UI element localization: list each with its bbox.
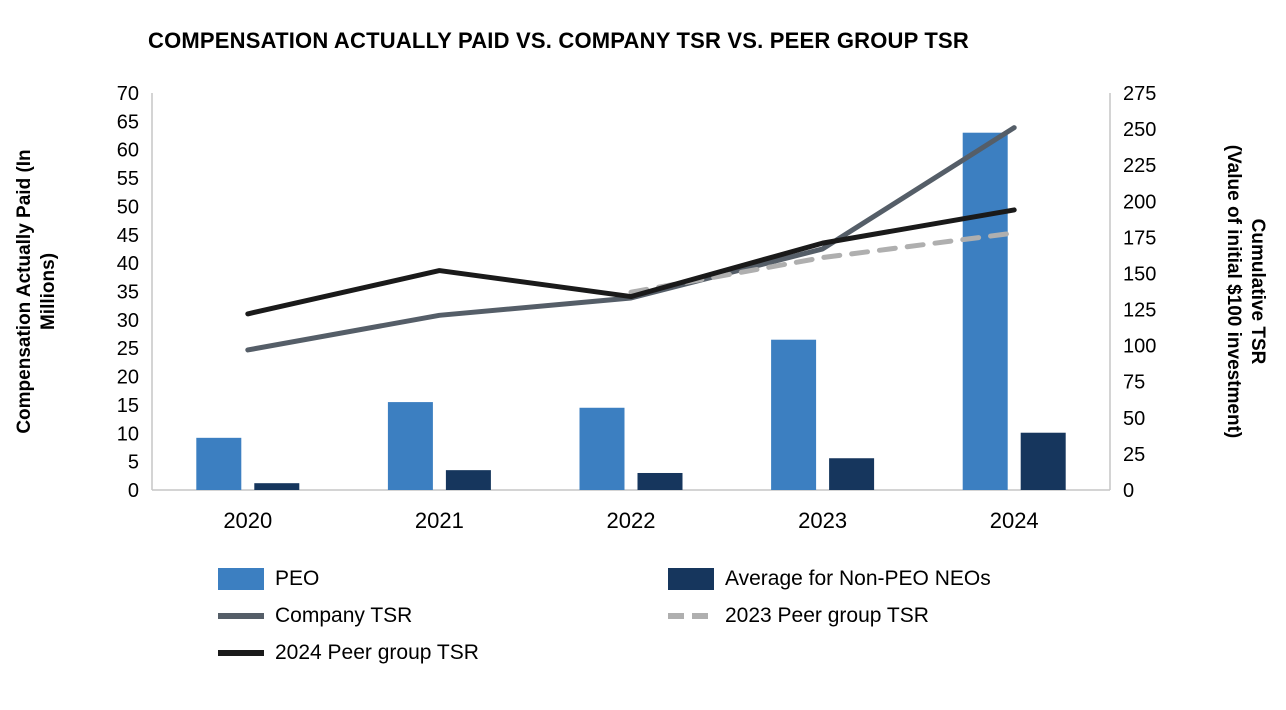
legend-label: Average for Non-PEO NEOs [725,567,991,590]
left-axis-tick-label: 25 [117,338,139,360]
left-axis-tick-label: 30 [117,310,139,332]
left-axis-tick-label: 0 [128,480,139,502]
left-axis-tick-label: 65 [117,111,139,133]
chart-legend: PEO Average for Non-PEO NEOs Company TSR 20… [218,564,1208,668]
legend-label: PEO [275,567,320,590]
right-axis-tick-label: 175 [1123,227,1156,249]
left-axis-tick-label: 70 [117,83,139,105]
legend-line-solid-swatch [218,650,264,656]
legend-label: 2024 Peer group TSR [275,641,479,664]
average-for-non-peo-neos-bar [445,470,491,490]
right-axis-tick-label: 200 [1123,191,1156,213]
average-for-non-peo-neos-bar [829,458,875,490]
right-axis-tick-label: 100 [1123,336,1156,358]
peo-bar [387,402,433,490]
legend-label: 2023 Peer group TSR [725,604,929,627]
left-axis-tick-label: 35 [117,282,139,304]
left-axis-tick-label: 5 [128,452,139,474]
x-axis-tick-label: 2021 [415,508,464,533]
right-axis-tick-label: 50 [1123,408,1145,430]
left-axis-tick-label: 20 [117,367,139,389]
average-for-non-peo-neos-bar [254,483,300,490]
x-axis-tick-label: 2023 [798,508,847,533]
right-axis-tick-label: 150 [1123,263,1156,285]
legend-item-2023-peer-group-tsr: 2023 Peer group TSR [668,601,1208,631]
legend-line-solid-swatch [218,613,264,619]
right-axis-tick-label: 225 [1123,155,1156,177]
right-axis-tick-label: 125 [1123,300,1156,322]
chart-svg: 0 5 10 15 20 25 30 35 40 45 50 55 60 65 70 0 25 50 75 100 12… [14,83,1268,533]
x-axis-tick-label: 2022 [607,508,656,533]
legend-label: Company TSR [275,604,413,627]
company-tsr-line [245,125,1017,353]
left-axis-tick-label: 40 [117,253,139,275]
x-axis-tick-label: 2020 [223,508,272,533]
legend-item-company-tsr: Company TSR [218,601,668,631]
average-for-non-peo-neos-bar [637,472,683,490]
left-axis-tick-label: 50 [117,196,139,218]
right-axis-tick-label: 0 [1123,480,1134,502]
legend-bar-swatch [218,568,264,590]
right-axis-tick-label: 250 [1123,119,1156,141]
peo-bar [771,339,817,490]
x-axis-tick-label: 2024 [990,508,1039,533]
right-axis-tick-label: 25 [1123,444,1145,466]
right-axis-tick-label: 75 [1123,372,1145,394]
legend-item-average-for-non-peo-neos: Average for Non-PEO NEOs [668,564,1208,594]
peo-bar [579,407,625,490]
legend-item-2024-peer-group-tsr: 2024 Peer group TSR [218,638,668,668]
left-axis-title: Compensation Actually Paid (In [14,149,35,433]
peo-bar [196,437,242,490]
average-for-non-peo-neos-bar [1020,432,1066,490]
left-axis-tick-label: 60 [117,140,139,162]
legend-bar-swatch [668,568,714,590]
left-axis-tick-label: 15 [117,395,139,417]
right-axis-tick-label: 275 [1123,83,1156,105]
right-axis-title: Cumulative TSR [1247,219,1268,365]
legend-item-peo: PEO [218,564,668,594]
peo-bar [962,132,1008,490]
left-axis-tick-label: 55 [117,168,139,190]
legend-line-dashed-swatch [668,613,714,619]
chart-title: COMPENSATION ACTUALLY PAID VS. COMPANY T… [148,28,970,53]
left-axis-tick-label: 45 [117,225,139,247]
left-axis-tick-label: 10 [117,423,139,445]
right-axis-title: (Value of initial $100 investment) [1223,145,1244,439]
2024-peer-group-tsr-line [245,207,1017,317]
left-axis-title: Millions) [38,253,59,330]
